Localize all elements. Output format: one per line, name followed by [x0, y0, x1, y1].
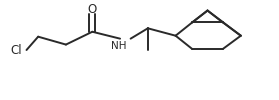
Text: O: O — [88, 3, 97, 16]
Text: Cl: Cl — [10, 44, 22, 56]
Text: NH: NH — [111, 41, 126, 51]
